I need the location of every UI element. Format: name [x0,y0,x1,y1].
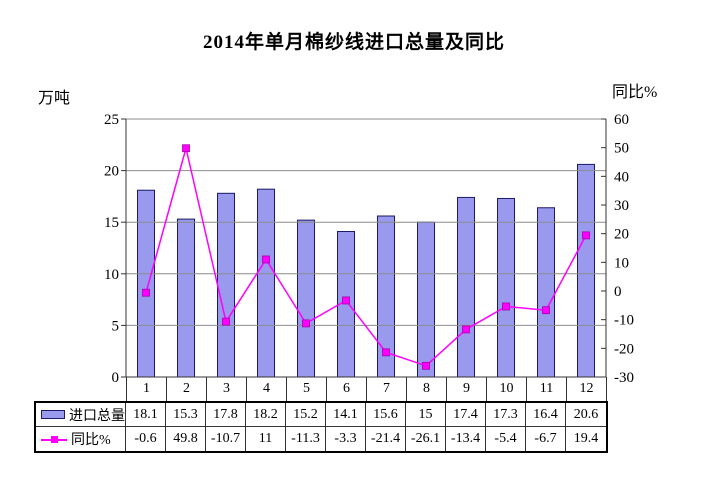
bar-month-3 [217,192,235,378]
yoy-marker-10 [502,302,510,311]
value-cell-yoy-m6: -3.3 [326,427,366,451]
bar-month-1 [137,189,155,378]
month-label-8: 8 [407,377,447,401]
series-name-label: 同比% [71,433,111,448]
yoy-marker-5 [302,319,310,328]
month-label-12: 12 [567,377,607,401]
bar-month-11 [537,207,555,378]
yoy-marker-4 [262,255,270,264]
left-axis-tick-label: 10 [104,267,119,283]
value-cell-yoy-m12: 19.4 [573,431,599,446]
bar-month-10 [497,197,515,378]
right-axis-tick-label: 20 [614,227,629,243]
bar-month-4 [257,188,275,378]
month-label-10: 10 [487,377,527,401]
month-label-1: 1 [127,377,167,401]
bar-month-9 [457,196,475,378]
value-cell-yoy-m9: -13.4 [446,427,486,451]
value-cell-import-m3: 17.8 [206,403,246,427]
left-axis-tick-label: 15 [104,215,119,231]
yoy-marker-2 [182,144,190,153]
right-axis-tick-label: 10 [614,255,629,271]
value-cell-yoy-m5: -11.3 [286,427,326,451]
month-label-3: 3 [207,377,247,401]
yoy-marker-11 [542,306,550,315]
legend-marker [51,435,58,443]
right-axis-tick-label: -30 [614,370,634,386]
value-cell-import-m6: 14.1 [326,403,366,427]
yoy-line [145,148,587,367]
yoy-marker-1 [142,288,150,297]
value-cell-import-m4: 18.2 [246,403,286,427]
value-cell-import-m2: 15.3 [166,403,206,427]
value-cell-yoy-m8: -26.1 [406,427,446,451]
value-cell-yoy-m3: -10.7 [206,427,246,451]
chart-title: 2014年单月棉纱线进口总量及同比 [202,32,505,53]
left-axis-tick-label: 20 [104,164,119,180]
left-axis-tick-label: 5 [112,318,120,334]
legend-cell-import-total: 进口总量 [36,403,126,427]
yoy-marker-7 [382,348,390,357]
month-label-2: 2 [167,377,207,401]
right-axis-tick-label: 30 [614,198,629,214]
value-cell-import-m7: 15.6 [366,403,406,427]
yoy-marker-6 [342,296,350,305]
yoy-marker-8 [422,361,430,370]
month-label-4: 4 [247,377,287,401]
value-cell-import-m8: 15 [406,403,446,427]
data-table: 进口总量 18.1 15.3 17.8 18.2 15.2 14.1 15.6 15 17.4 17… [34,401,608,453]
bar-month-2 [177,218,195,378]
yoy-marker-3 [222,317,230,326]
value-cell-import-m11: 16.4 [526,403,566,427]
value-cell-yoy-m11: -6.7 [526,427,566,451]
bar-month-5 [297,219,315,378]
right-axis-unit-label: 同比% [612,84,658,101]
value-cell-import-m9: 17.4 [446,403,486,427]
yoy-marker-12 [582,231,590,240]
value-cell-import-m5: 15.2 [286,403,326,427]
value-cell-import-m10: 17.3 [486,403,526,427]
series-name-label: 进口总量 [69,408,125,424]
left-axis-tick-label: 25 [104,112,119,128]
value-cell-import-m12: 20.6 [566,403,606,427]
left-axis-unit-label: 万吨 [38,90,71,107]
month-label-11: 11 [527,377,567,401]
line-series-swatch-icon [41,435,67,444]
legend-cell-yoy: 同比% [36,427,126,451]
right-axis-tick-label: 40 [614,169,629,185]
value-cell-yoy-m10: -5.4 [486,427,526,451]
left-axis-tick-label: 0 [112,370,120,386]
bar-series-swatch-icon [41,410,65,419]
value-cell-import-m1: 18.1 [126,403,166,427]
bar-month-8 [417,221,435,378]
value-cell-yoy-m7: -21.4 [366,427,406,451]
month-label-9: 9 [447,377,487,401]
value-cell-yoy-m2: 49.8 [166,427,206,451]
yoy-marker-9 [462,325,470,334]
right-axis-tick-label: -10 [614,313,634,329]
month-label-7: 7 [367,377,407,401]
right-axis-tick-label: 0 [614,284,622,300]
month-label-5: 5 [287,377,327,401]
x-axis-month-row: 1 2 3 4 5 6 7 8 9 10 11 12 [126,377,607,401]
right-axis-tick-label: 60 [614,112,629,128]
right-axis-tick-label: 50 [614,141,629,157]
bar-month-12 [577,163,595,378]
month-label-6: 6 [327,377,367,401]
value-cell-yoy-m4: 11 [246,427,286,451]
value-cell-yoy-m1: -0.6 [126,427,166,451]
right-axis-tick-label: -20 [614,341,634,357]
